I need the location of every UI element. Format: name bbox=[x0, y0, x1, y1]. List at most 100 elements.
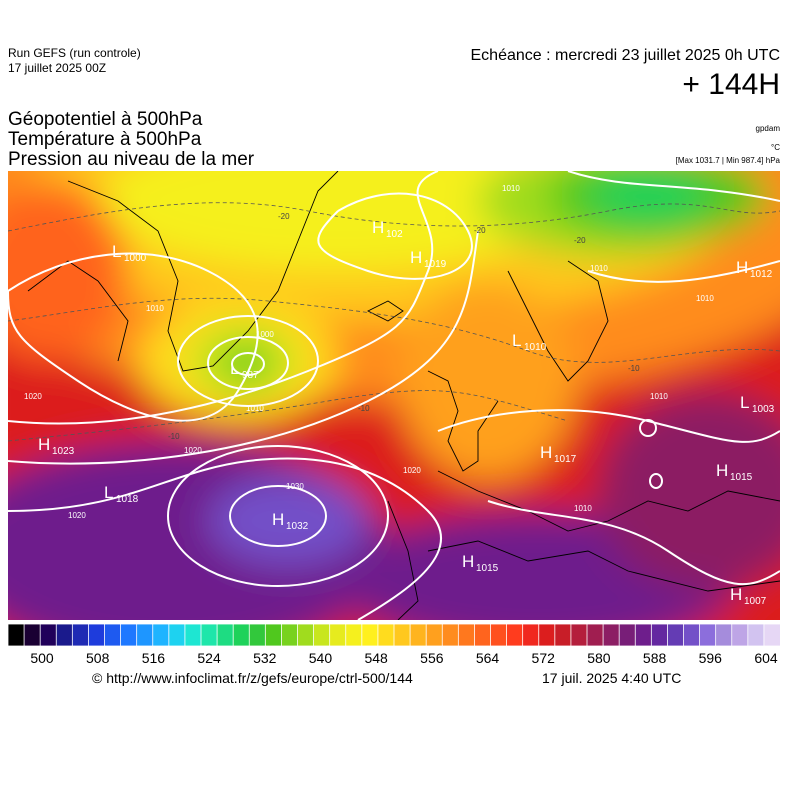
isobar-label: 1010 bbox=[502, 184, 520, 193]
color-scale-cell bbox=[618, 624, 637, 646]
isotherm-label: -20 bbox=[474, 226, 486, 235]
color-scale-cell bbox=[731, 624, 749, 646]
pressure-center: H 1012 bbox=[736, 258, 773, 280]
title-geopotential: Géopotentiel à 500hPa bbox=[8, 109, 203, 130]
isobar-label: 1010 bbox=[590, 264, 608, 273]
center-value: 1015 bbox=[476, 563, 499, 574]
center-value: 1019 bbox=[424, 259, 447, 270]
color-scale-cell bbox=[699, 624, 717, 646]
color-scale-tick: 516 bbox=[141, 650, 166, 666]
isotherm-label: -20 bbox=[278, 212, 290, 221]
geopotential-field bbox=[8, 171, 780, 620]
color-scale-cell bbox=[634, 624, 653, 646]
run-title: Run GEFS (run controle) bbox=[8, 46, 141, 60]
coastlines bbox=[27, 171, 780, 620]
color-scale-cell bbox=[345, 624, 363, 646]
isobar-label: 1020 bbox=[24, 392, 42, 401]
forecast-valid-time: Echéance : mercredi 23 juillet 2025 0h U… bbox=[470, 47, 781, 64]
center-type: H bbox=[736, 258, 748, 277]
center-value: 1003 bbox=[752, 404, 775, 415]
center-type: H bbox=[716, 461, 728, 480]
isobar-label: 1020 bbox=[68, 511, 86, 520]
color-scale-cell bbox=[88, 624, 106, 646]
isobar-label: 1020 bbox=[403, 466, 421, 475]
color-scale-tick: 588 bbox=[642, 650, 667, 666]
color-scale-tick: 500 bbox=[30, 650, 54, 666]
color-scale-tick: 548 bbox=[364, 650, 388, 666]
color-scale-cell bbox=[377, 624, 395, 646]
isobar-label: 1030 bbox=[286, 482, 304, 491]
color-scale-cell bbox=[39, 624, 58, 646]
center-type: L bbox=[512, 331, 521, 350]
isobar-label: 1010 bbox=[246, 404, 264, 413]
unit-temperature: °C bbox=[771, 143, 780, 152]
center-type: H bbox=[410, 248, 422, 267]
color-scale-cell bbox=[457, 624, 476, 646]
center-type: L bbox=[230, 359, 239, 378]
color-scale-cell bbox=[120, 624, 138, 646]
center-value: 1010 bbox=[524, 342, 547, 353]
run-date: 17 juillet 2025 00Z bbox=[8, 61, 107, 75]
center-value: 102 bbox=[386, 229, 403, 240]
center-value: 1012 bbox=[750, 269, 773, 280]
isobar-label: 1010 bbox=[696, 294, 714, 303]
pressure-center: L 987 bbox=[230, 359, 259, 381]
isobar-label: 1020 bbox=[184, 446, 202, 455]
pressure-center: H 102 bbox=[372, 218, 403, 240]
temperature-isotherms bbox=[8, 202, 780, 442]
center-type: H bbox=[540, 443, 552, 462]
pressure-center: H 1023 bbox=[38, 435, 75, 457]
color-scale-tick: 596 bbox=[698, 650, 722, 666]
pressure-center: L 1000 bbox=[112, 242, 147, 264]
color-scale-tick: 532 bbox=[253, 650, 277, 666]
center-value: 1015 bbox=[730, 472, 753, 483]
pressure-center: H 1007 bbox=[730, 585, 767, 607]
lead-time: + 144H bbox=[682, 68, 780, 101]
isobar-label: 1010 bbox=[650, 392, 668, 401]
center-value: 1032 bbox=[286, 521, 309, 532]
center-type: H bbox=[272, 510, 284, 529]
color-scale-cell bbox=[264, 624, 283, 646]
color-scale-cell bbox=[168, 624, 186, 646]
center-value: 1017 bbox=[554, 454, 577, 465]
color-scale-cell bbox=[104, 624, 122, 646]
color-scale-cell bbox=[554, 624, 572, 646]
color-scale-cell bbox=[409, 624, 428, 646]
color-scale-cell bbox=[490, 624, 508, 646]
isobar-label: 1010 bbox=[574, 504, 592, 513]
color-scale-cell bbox=[152, 624, 170, 646]
color-scale-cell bbox=[184, 624, 202, 646]
color-scale-cell bbox=[650, 624, 669, 646]
center-value: 1023 bbox=[52, 446, 75, 457]
center-type: H bbox=[730, 585, 742, 604]
color-scale-cell bbox=[393, 624, 411, 646]
color-scale-cell bbox=[506, 624, 524, 646]
color-scale-cell bbox=[425, 624, 444, 646]
center-type: L bbox=[104, 483, 113, 502]
color-scale-cell bbox=[216, 624, 235, 646]
color-scale-cell bbox=[747, 624, 765, 646]
title-pressure: Pression au niveau de la mer bbox=[8, 149, 255, 170]
pressure-center: H 1032 bbox=[272, 510, 309, 532]
color-scale-cell bbox=[23, 624, 42, 646]
pressure-center: L 1010 bbox=[512, 331, 547, 353]
color-scale-cell bbox=[297, 624, 315, 646]
color-scale-cell bbox=[602, 624, 621, 646]
pressure-center: H 1015 bbox=[716, 461, 753, 483]
color-scale-tick: 580 bbox=[587, 650, 611, 666]
color-scale-cell bbox=[474, 624, 492, 646]
color-scale-cell bbox=[683, 624, 701, 646]
isobar-labels: 1010 1000 1010 1020 1020 1020 1030 1020 … bbox=[24, 184, 714, 520]
color-scale-cell bbox=[441, 624, 460, 646]
center-value: 1000 bbox=[124, 253, 147, 264]
pressure-center: H 1019 bbox=[410, 248, 447, 270]
color-scale-tick: 524 bbox=[197, 650, 221, 666]
generation-time: 17 juil. 2025 4:40 UTC bbox=[542, 670, 682, 686]
color-scale-tick: 540 bbox=[308, 650, 333, 666]
color-scale-tick: 556 bbox=[420, 650, 444, 666]
center-value: 1007 bbox=[744, 596, 767, 607]
color-scale-tick: 604 bbox=[754, 650, 778, 666]
color-scale-cell bbox=[586, 624, 604, 646]
color-scale-tick: 564 bbox=[475, 650, 500, 666]
isotherm-label: -10 bbox=[168, 432, 180, 441]
